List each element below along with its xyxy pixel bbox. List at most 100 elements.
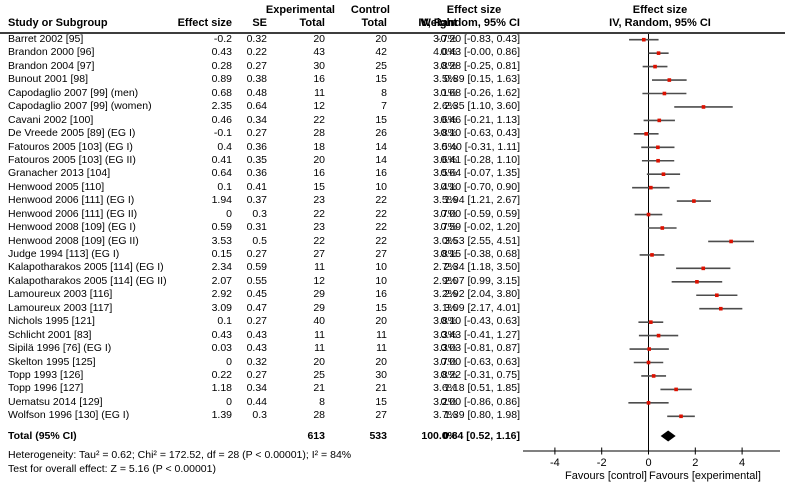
cell-experimental-total: 28 (313, 409, 325, 422)
cell-ci-text: 3.09 [2.17, 4.01] (444, 301, 520, 314)
cell-effect-size: 0.89 (211, 73, 232, 86)
cell-control-total: 15 (375, 301, 387, 314)
cell-weight: 3.3% (433, 342, 457, 355)
forest-table-row: Nichols 1995 [121] 0.1 0.27 40 20 3.8% 0… (0, 315, 785, 328)
cell-experimental-total: 12 (313, 100, 325, 113)
forest-table-row: De Vreede 2005 [89] (EG I) -0.1 0.27 28 … (0, 127, 785, 140)
cell-effect-size: 0.4 (217, 140, 232, 153)
cell-effect-size: -0.2 (213, 33, 232, 45)
cell-control-total: 42 (375, 46, 387, 59)
effect-marker (729, 239, 733, 244)
study-rows-container: Barret 2002 [95] -0.2 0.32 20 20 3.7% -0… (0, 33, 785, 423)
cell-experimental-total: 11 (314, 328, 325, 341)
cell-study-label: Topp 1993 [126] (8, 368, 84, 381)
cell-weight: 3.0% (433, 234, 457, 247)
forest-table-row: Capodaglio 2007 [99] (women) 2.35 0.64 1… (0, 100, 785, 113)
cell-se: 0.5 (252, 234, 267, 247)
forest-table-row: Topp 1993 [126] 0.22 0.27 25 30 3.8% 0.2… (0, 369, 785, 382)
cell-experimental-total: 11 (314, 261, 325, 274)
cell-ci-text: 0.28 [-0.25, 0.81] (440, 59, 520, 72)
cell-weight: 3.7% (433, 409, 457, 422)
forest-table-row: Bunout 2001 [98] 0.89 0.38 16 15 3.5% 0.… (0, 73, 785, 86)
heterogeneity-note: Heterogeneity: Tau² = 0.62; Chi² = 172.5… (8, 449, 352, 461)
cell-experimental-total: 16 (313, 73, 325, 86)
cell-ci-text: -0.20 [-0.83, 0.43] (437, 33, 520, 45)
cell-control-total: 11 (376, 328, 387, 341)
effect-marker (657, 118, 662, 123)
cell-study-label: Capodaglio 2007 [99] (women) (8, 100, 152, 113)
cell-experimental-total: 22 (313, 207, 325, 220)
cell-se: 0.27 (246, 315, 267, 328)
cell-effect-size: 2.07 (211, 274, 232, 287)
cell-ci-text: 0.15 [-0.38, 0.68] (440, 248, 520, 260)
cell-effect-size: 0.43 (211, 46, 232, 59)
effect-marker (642, 37, 646, 42)
cell-effect-size: 3.53 (211, 234, 232, 247)
cell-experimental-total: 20 (313, 355, 325, 368)
cell-control-total: 10 (375, 261, 387, 274)
cell-se: 0.27 (246, 368, 267, 381)
cell-effect-size: 0.68 (211, 86, 232, 99)
cell-weight: 3.8% (433, 59, 457, 72)
cell-se: 0.36 (246, 167, 267, 180)
cell-experimental-total: 12 (313, 274, 325, 287)
cell-control-total: 20 (375, 315, 387, 328)
cell-study-label: Henwood 2005 [110] (8, 180, 105, 193)
cell-control-total: 22 (375, 207, 387, 220)
cell-experimental-total: 15 (313, 180, 325, 193)
cell-ci-text: 0.43 [-0.00, 0.86] (440, 46, 520, 59)
cell-weight: 3.5% (433, 73, 457, 86)
effect-marker (656, 333, 661, 338)
effect-marker (646, 212, 651, 217)
cell-effect-size: 0.46 (211, 113, 232, 126)
cell-effect-size: 2.34 (211, 261, 232, 274)
forest-plot-canvas: -4 -2 0 2 4 Favours [control] Favours [experim… (523, 34, 780, 482)
cell-effect-size: 0.59 (211, 221, 232, 234)
column-header-experimental-group: Experimental (265, 4, 335, 16)
cell-ci-text: 0.03 [-0.81, 0.87] (440, 342, 520, 355)
total-label: Total (95% CI) (8, 430, 77, 442)
cell-se: 0.38 (246, 73, 267, 86)
effect-marker (701, 105, 706, 109)
cell-ci-text: 0.22 [-0.31, 0.75] (440, 368, 520, 381)
cell-ci-text: 0.00 [-0.86, 0.86] (440, 395, 520, 408)
favours-experimental-label: Favours [experimental] (649, 470, 761, 482)
cell-study-label: Granacher 2013 [104] (8, 167, 111, 180)
cell-study-label: Lamoureux 2003 [116] (8, 288, 113, 301)
cell-experimental-total: 23 (313, 221, 325, 234)
column-header-weight: Weight (420, 17, 457, 29)
cell-control-total: 16 (375, 288, 387, 301)
effect-marker (649, 185, 653, 190)
column-header-se: SE (252, 17, 267, 29)
cell-se: 0.32 (246, 33, 267, 45)
cell-effect-size: 0.15 (211, 248, 232, 260)
cell-se: 0.48 (246, 86, 267, 99)
cell-study-label: Schlicht 2001 [83] (8, 328, 92, 341)
cell-weight: 2.6% (433, 100, 457, 113)
effect-marker (649, 320, 653, 324)
axis-tick-label: 0 (645, 457, 651, 469)
forest-table-row: Lamoureux 2003 [116] 2.92 0.45 29 16 3.2… (0, 288, 785, 301)
cell-study-label: Wolfson 1996 [130] (EG I) (8, 409, 130, 422)
cell-experimental-total: 30 (313, 59, 325, 72)
cell-control-total: 14 (375, 140, 387, 153)
effect-marker (656, 145, 660, 150)
forest-table-row: Kalapotharakos 2005 [114] (EG I) 2.34 0.… (0, 261, 785, 274)
effect-marker (701, 266, 706, 271)
effect-marker (715, 293, 719, 298)
overall-effect-note: Test for overall effect: Z = 5.16 (P < 0… (8, 462, 216, 475)
cell-effect-size: 0.41 (211, 153, 232, 166)
cell-effect-size: 0.1 (217, 180, 232, 193)
header-divider-rule (0, 31, 785, 34)
cell-effect-size: 0 (226, 207, 232, 220)
forest-table-row: Cavani 2002 [100] 0.46 0.34 22 15 3.6% 0… (0, 114, 785, 127)
cell-control-total: 11 (376, 342, 387, 355)
cell-se: 0.3 (252, 409, 267, 422)
cell-control-total: 27 (375, 409, 387, 422)
cell-control-total: 20 (375, 33, 387, 45)
cell-control-total: 30 (375, 368, 387, 381)
cell-se: 0.22 (246, 46, 267, 59)
cell-study-label: Brandon 2004 [97] (8, 59, 95, 72)
effect-marker (679, 414, 683, 419)
